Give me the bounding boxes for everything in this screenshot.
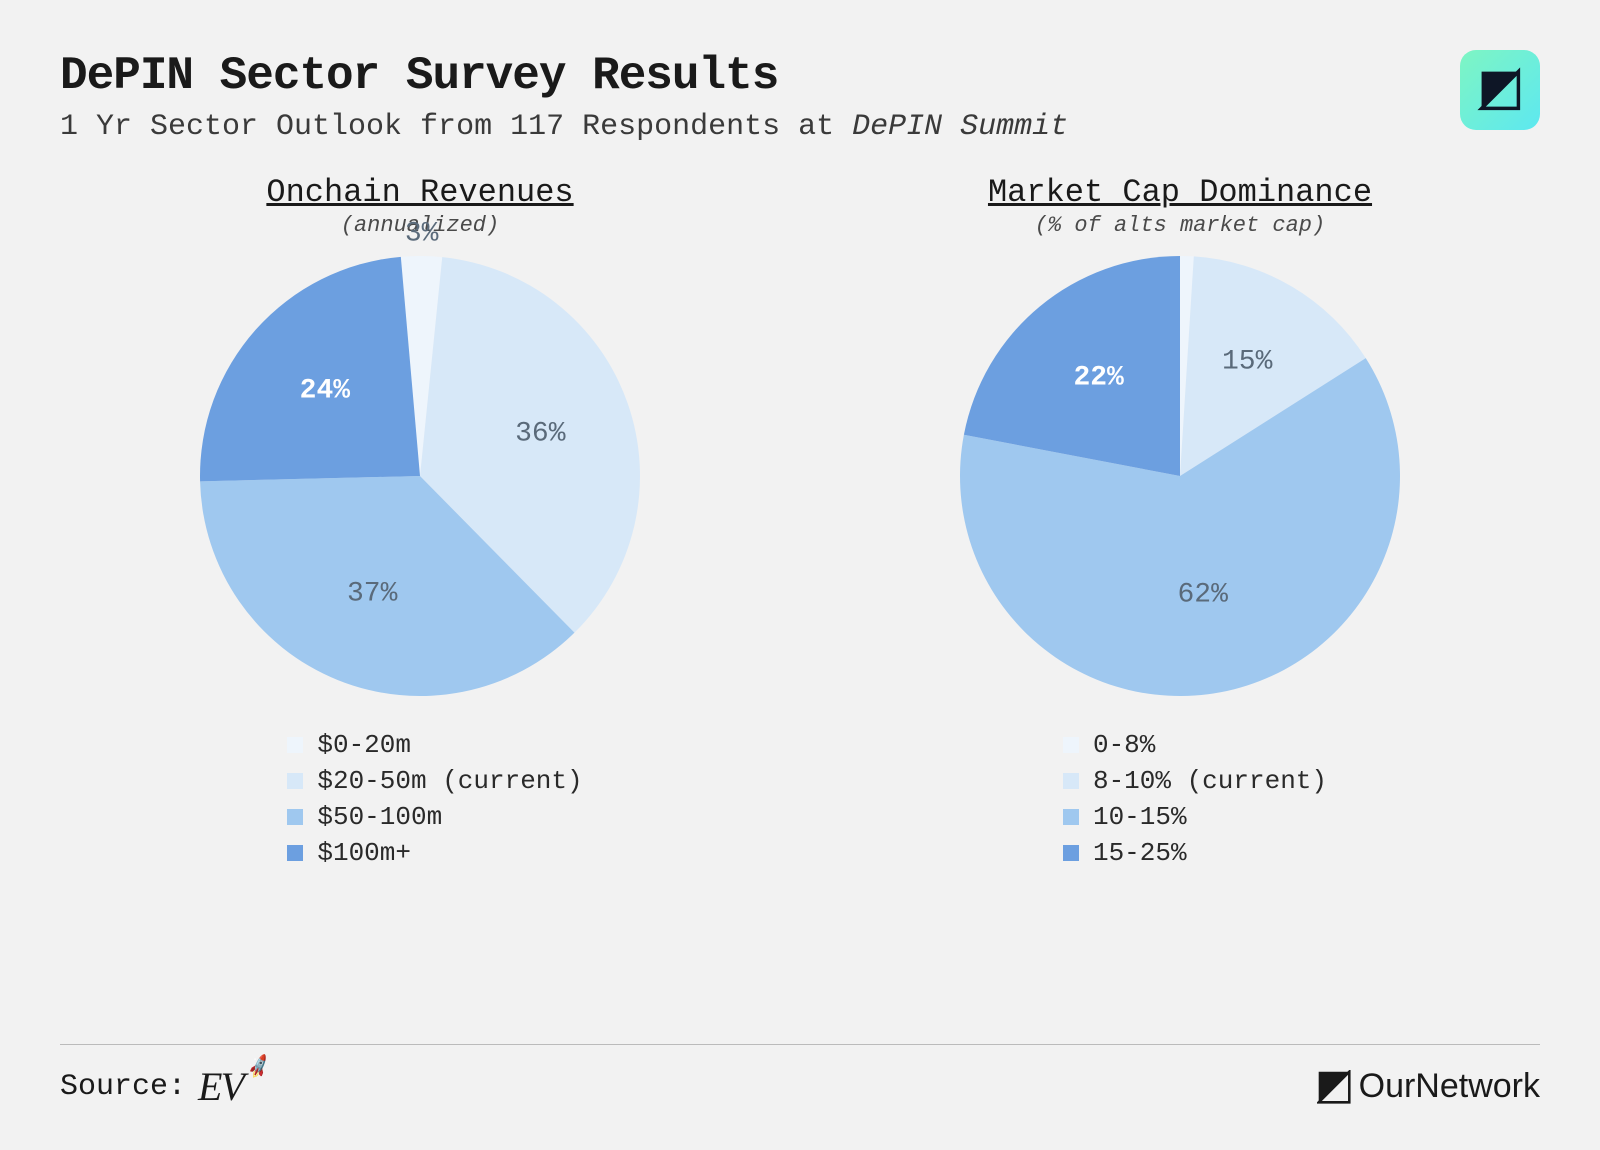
slice-label: 62% <box>1177 579 1227 610</box>
legend-label: $0-20m <box>317 730 411 760</box>
legend-label: 15-25% <box>1093 838 1187 868</box>
legend: 0-8% 8-10% (current) 10-15% 15-25% <box>1033 724 1327 874</box>
legend-item: $0-20m <box>287 730 582 760</box>
legend-label: $100m+ <box>317 838 411 868</box>
legend-swatch <box>287 773 303 789</box>
legend-label: $50-100m <box>317 802 442 832</box>
charts-row: Onchain Revenues(annualized)3%36%37%24%$… <box>60 174 1540 874</box>
rocket-icon: 🚀 <box>246 1054 272 1081</box>
brand-footer-icon <box>1317 1070 1351 1104</box>
title-block: DePIN Sector Survey Results 1 Yr Sector … <box>60 50 1068 144</box>
legend: $0-20m $20-50m (current) $50-100m $100m+ <box>257 724 582 874</box>
page-title: DePIN Sector Survey Results <box>60 50 1068 102</box>
legend-label: 10-15% <box>1093 802 1187 832</box>
page-subtitle: 1 Yr Sector Outlook from 117 Respondents… <box>60 110 1068 144</box>
brand-logo-icon <box>1477 67 1523 113</box>
legend-item: $100m+ <box>287 838 582 868</box>
legend-item: $50-100m <box>287 802 582 832</box>
slice-label: 22% <box>1073 362 1123 393</box>
pie-chart: 3%36%37%24% <box>200 256 640 696</box>
source-logo: EV 🚀 <box>198 1063 269 1110</box>
slice-label: 15% <box>1222 347 1272 378</box>
legend-swatch <box>287 737 303 753</box>
legend-label: 0-8% <box>1093 730 1155 760</box>
pie-chart: 15% 62% 22% <box>960 256 1400 696</box>
slice-label: 37% <box>347 579 397 610</box>
legend-item: 15-25% <box>1063 838 1327 868</box>
pie-slice <box>200 257 420 482</box>
legend-swatch <box>1063 845 1079 861</box>
legend-swatch <box>1063 809 1079 825</box>
legend-label: 8-10% (current) <box>1093 766 1327 796</box>
subtitle-text: 1 Yr Sector Outlook from 117 Respondents… <box>60 110 852 144</box>
source-name: EV <box>198 1064 243 1109</box>
chart-subtitle: (% of alts market cap) <box>1035 213 1325 238</box>
footer: Source: EV 🚀 OurNetwork <box>60 1044 1540 1110</box>
brand-name: OurNetwork <box>1359 1067 1540 1106</box>
legend-item: 8-10% (current) <box>1063 766 1327 796</box>
legend-swatch <box>287 845 303 861</box>
brand-logo-badge <box>1460 50 1540 130</box>
legend-item: $20-50m (current) <box>287 766 582 796</box>
legend-label: $20-50m (current) <box>317 766 582 796</box>
legend-swatch <box>287 809 303 825</box>
source-label: Source: <box>60 1070 186 1104</box>
brand-footer: OurNetwork <box>1317 1067 1540 1106</box>
slice-label: 36% <box>515 418 565 449</box>
chart-dominance: Market Cap Dominance(% of alts market ca… <box>820 174 1540 874</box>
subtitle-italic: DePIN Summit <box>852 110 1068 144</box>
legend-item: 0-8% <box>1063 730 1327 760</box>
chart-title: Onchain Revenues <box>266 174 573 211</box>
slice-label: 24% <box>300 375 350 406</box>
source-attribution: Source: EV 🚀 <box>60 1063 269 1110</box>
chart-onchain: Onchain Revenues(annualized)3%36%37%24%$… <box>60 174 780 874</box>
slice-label: 3% <box>405 219 439 250</box>
header: DePIN Sector Survey Results 1 Yr Sector … <box>60 50 1540 144</box>
legend-swatch <box>1063 773 1079 789</box>
legend-swatch <box>1063 737 1079 753</box>
legend-item: 10-15% <box>1063 802 1327 832</box>
chart-title: Market Cap Dominance <box>988 174 1372 211</box>
